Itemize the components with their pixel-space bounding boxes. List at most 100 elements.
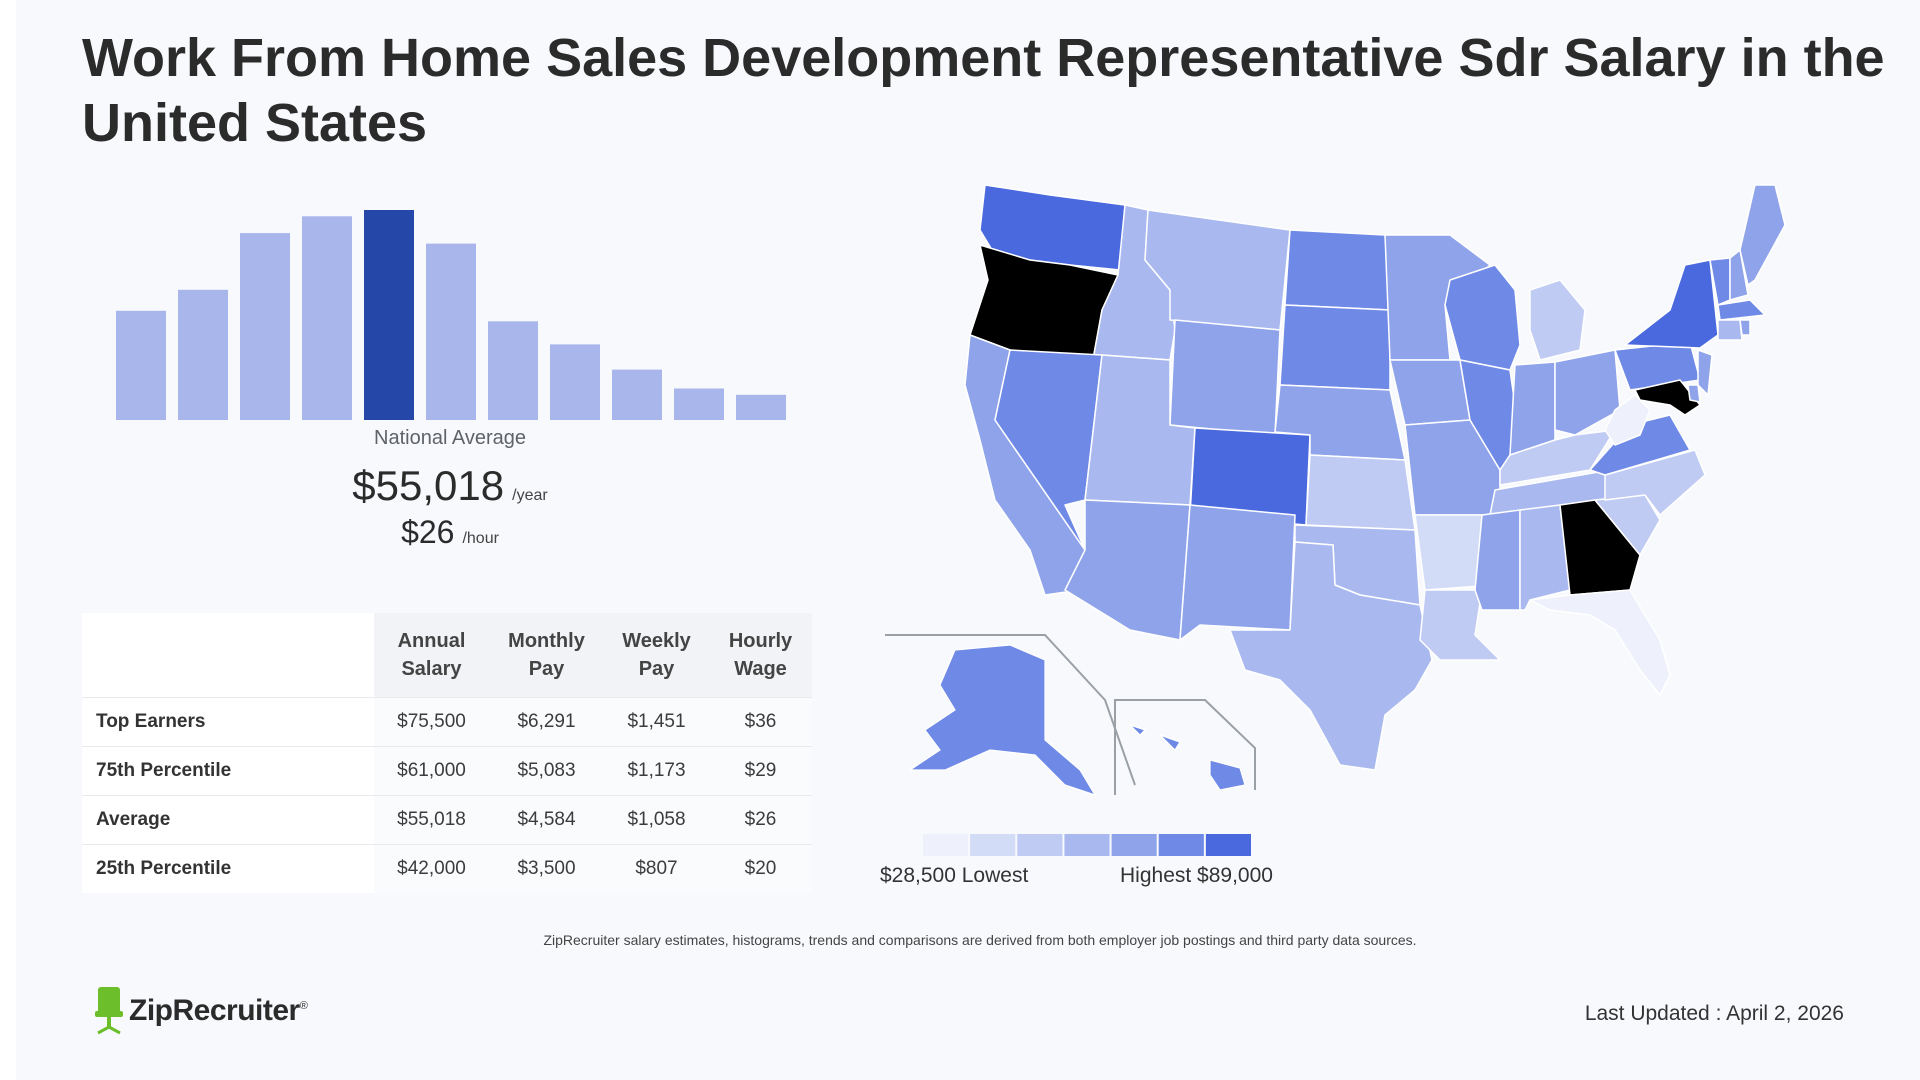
row-label: 75th Percentile — [82, 745, 374, 795]
state-me[interactable] — [1739, 184, 1786, 286]
histogram-bar — [364, 210, 414, 420]
trademark-symbol: ® — [299, 1000, 308, 1012]
legend-low-label: $28,500 Lowest — [880, 864, 1029, 887]
hourly-value: $26 — [401, 514, 455, 550]
state-ga[interactable] — [1559, 499, 1641, 596]
disclaimer-text: ZipRecruiter salary estimates, histogram… — [543, 932, 1417, 948]
state-fl[interactable] — [1529, 589, 1671, 696]
national-average-label: National Average — [374, 427, 526, 449]
state-az[interactable] — [1064, 499, 1191, 641]
state-oh[interactable] — [1554, 349, 1621, 436]
cell-monthly: $6,291 — [489, 696, 604, 746]
cell-hourly: $36 — [709, 696, 812, 746]
histogram-bar — [736, 394, 786, 420]
histogram-bar — [550, 344, 600, 420]
hawaii-inset-border — [1114, 699, 1256, 795]
header-weekly: Weekly Pay — [604, 613, 709, 697]
national-average-hourly: $26/hour — [240, 514, 660, 551]
brand-name: ZipRecruiter® — [129, 994, 308, 1028]
state-wi[interactable] — [1444, 264, 1521, 371]
histogram-bar — [426, 243, 476, 420]
legend-swatch — [1158, 834, 1204, 856]
state-nj[interactable] — [1697, 349, 1713, 396]
table-row: Top Earners $75,500 $6,291 $1,451 $36 — [82, 696, 812, 746]
salary-table: Annual Salary Monthly Pay Weekly Pay Hou… — [82, 613, 812, 893]
cell-weekly: $1,173 — [604, 745, 709, 795]
cell-annual: $55,018 — [374, 794, 489, 844]
histogram-bar — [674, 388, 724, 420]
row-label: 25th Percentile — [82, 843, 374, 893]
last-updated: Last Updated : April 2, 2026 — [1584, 1002, 1844, 1025]
legend-swatch — [1017, 834, 1063, 856]
state-hi-big-island[interactable] — [1209, 759, 1246, 791]
cell-hourly: $29 — [709, 745, 812, 795]
state-nh[interactable] — [1729, 249, 1749, 301]
page-title: Work From Home Sales Development Represe… — [82, 28, 1885, 153]
chair-icon — [95, 987, 123, 1035]
national-average-annual: $55,018/year — [240, 462, 660, 510]
state-hi-island[interactable] — [1159, 734, 1181, 751]
state-ia[interactable] — [1389, 359, 1471, 426]
header-hourly: Hourly Wage — [709, 613, 812, 697]
table-corner — [82, 613, 374, 697]
state-de[interactable] — [1687, 384, 1701, 403]
cell-annual: $75,500 — [374, 696, 489, 746]
state-ks[interactable] — [1305, 454, 1416, 531]
state-pa[interactable] — [1614, 341, 1701, 391]
cell-annual: $42,000 — [374, 843, 489, 893]
legend-swatch — [970, 834, 1016, 856]
state-ak[interactable] — [908, 644, 1097, 797]
state-nd[interactable] — [1284, 229, 1391, 311]
cell-weekly: $1,451 — [604, 696, 709, 746]
state-wy[interactable] — [1169, 319, 1281, 436]
brand-text: ZipRecruiter — [129, 994, 300, 1027]
state-tx[interactable] — [1229, 541, 1433, 771]
state-md[interactable] — [1634, 379, 1701, 416]
histogram-bar — [116, 310, 166, 420]
row-label: Top Earners — [82, 696, 374, 746]
state-ny[interactable] — [1624, 259, 1719, 349]
row-label: Average — [82, 794, 374, 844]
state-hi[interactable] — [1129, 724, 1147, 736]
cell-weekly: $1,058 — [604, 794, 709, 844]
cell-monthly: $3,500 — [489, 843, 604, 893]
cell-hourly: $26 — [709, 794, 812, 844]
state-mi[interactable] — [1529, 279, 1586, 361]
header-monthly: Monthly Pay — [489, 613, 604, 697]
map-legend-scale — [923, 834, 1251, 856]
table-row: 25th Percentile $42,000 $3,500 $807 $20 — [82, 843, 812, 893]
state-ct[interactable] — [1717, 319, 1743, 341]
legend-swatch — [1064, 834, 1110, 856]
annual-unit: /year — [512, 487, 548, 504]
hourly-unit: /hour — [462, 530, 499, 547]
legend-swatch — [923, 834, 969, 856]
histogram-bar — [302, 216, 352, 420]
table-row: Average $55,018 $4,584 $1,058 $26 — [82, 794, 812, 844]
state-in[interactable] — [1509, 361, 1556, 456]
legend-swatch — [1205, 834, 1251, 856]
state-nc[interactable] — [1604, 449, 1706, 516]
histogram-bar — [488, 321, 538, 420]
state-sd[interactable] — [1279, 304, 1391, 391]
histogram-bar — [612, 369, 662, 420]
cell-monthly: $4,584 — [489, 794, 604, 844]
histogram-bar — [240, 233, 290, 420]
legend-high-label: Highest $89,000 — [1120, 864, 1273, 887]
state-ri[interactable] — [1739, 319, 1751, 336]
state-ma[interactable] — [1717, 299, 1766, 321]
state-nm[interactable] — [1179, 504, 1296, 641]
table-row: 75th Percentile $61,000 $5,083 $1,173 $2… — [82, 745, 812, 795]
header-annual: Annual Salary — [374, 613, 489, 697]
state-ms[interactable] — [1474, 509, 1521, 611]
state-wv[interactable] — [1604, 394, 1651, 446]
legend-swatch — [1111, 834, 1157, 856]
us-salary-map — [885, 184, 1786, 797]
table-header-row: Annual Salary Monthly Pay Weekly Pay Hou… — [82, 613, 812, 697]
salary-histogram — [116, 210, 786, 420]
cell-monthly: $5,083 — [489, 745, 604, 795]
cell-weekly: $807 — [604, 843, 709, 893]
cell-annual: $61,000 — [374, 745, 489, 795]
alaska-inset-border — [885, 634, 1136, 786]
ziprecruiter-logo[interactable]: ZipRecruiter® — [95, 986, 308, 1036]
state-ky[interactable] — [1499, 429, 1616, 486]
